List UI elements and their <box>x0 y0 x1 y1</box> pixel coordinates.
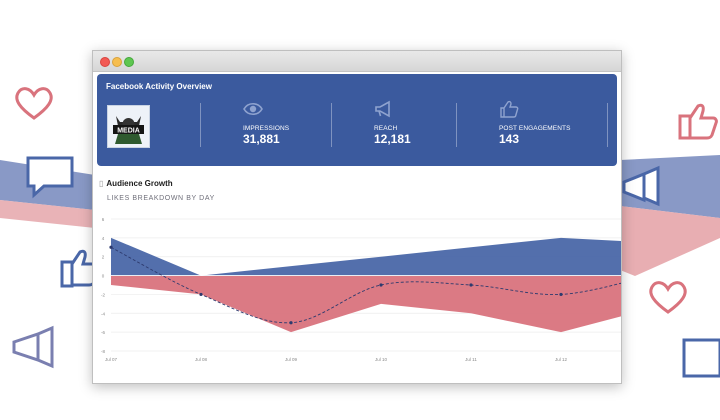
megaphone-icon <box>622 165 660 207</box>
trend-point <box>109 245 113 249</box>
stat-divider <box>607 103 608 147</box>
trend-point <box>559 292 563 297</box>
section-marker-icon: ▯ <box>99 179 104 188</box>
y-tick-label: 2 <box>102 255 105 260</box>
app-window: Facebook Activity Overview MEDIA IMPRESS… <box>92 50 622 384</box>
thumbs-up-icon <box>500 100 519 118</box>
y-tick-label: -8 <box>101 349 105 354</box>
negative-likes-area <box>111 275 621 333</box>
x-tick-label: Jul 11 <box>465 357 477 362</box>
x-tick-label: Jul 07 <box>105 357 118 362</box>
megaphone-icon <box>12 325 54 369</box>
stat-divider <box>200 103 201 147</box>
eye-icon <box>243 102 263 116</box>
stat-label: REACH <box>374 125 398 132</box>
heart-icon <box>15 87 53 120</box>
thumbs-up-icon <box>678 103 718 140</box>
y-tick-label: -6 <box>101 330 105 335</box>
y-tick-label: -4 <box>101 311 105 316</box>
trend-point <box>289 321 293 325</box>
stat-value: 143 <box>499 132 520 146</box>
stat-value: 12,181 <box>374 132 411 146</box>
x-tick-label: Jul 08 <box>195 357 208 362</box>
chat-bubble-icon <box>682 338 720 378</box>
minimize-window-button[interactable] <box>112 57 122 67</box>
avatar-logo-text: MEDIA <box>117 128 140 135</box>
section-title-text: Audience Growth <box>106 179 173 188</box>
stat-value: 31,881 <box>243 132 280 146</box>
y-tick-label: 6 <box>102 217 105 222</box>
chat-bubble-icon <box>26 156 74 199</box>
x-tick-label: Jul 09 <box>285 357 298 362</box>
megaphone-icon <box>375 100 390 118</box>
panel-title: Facebook Activity Overview <box>106 82 212 91</box>
facebook-overview-panel: Facebook Activity Overview MEDIA IMPRESS… <box>97 74 617 166</box>
audience-growth-section: ▯ Audience Growth LIKES BREAKDOWN BY DAY … <box>93 171 621 383</box>
x-tick-label: Jul 12 <box>555 357 568 362</box>
trend-point <box>199 292 203 297</box>
stat-divider <box>331 103 332 147</box>
trend-point <box>469 283 473 287</box>
y-tick-label: 0 <box>102 274 105 279</box>
x-tick-label: Jul 10 <box>375 357 388 362</box>
maximize-window-button[interactable] <box>124 57 134 67</box>
chart-subtitle: LIKES BREAKDOWN BY DAY <box>107 195 215 202</box>
close-window-button[interactable] <box>100 57 110 67</box>
window-titlebar <box>93 51 621 72</box>
stat-divider <box>456 103 457 147</box>
stat-label: POST ENGAGEMENTS <box>499 125 571 132</box>
y-tick-label: -2 <box>101 292 105 297</box>
heart-icon <box>649 281 687 314</box>
trend-point <box>379 283 383 287</box>
y-tick-label: 4 <box>102 236 105 241</box>
avatar: MEDIA <box>107 105 150 148</box>
stat-label: IMPRESSIONS <box>243 125 290 132</box>
section-title: ▯ Audience Growth <box>99 179 173 188</box>
positive-likes-area <box>111 237 621 276</box>
